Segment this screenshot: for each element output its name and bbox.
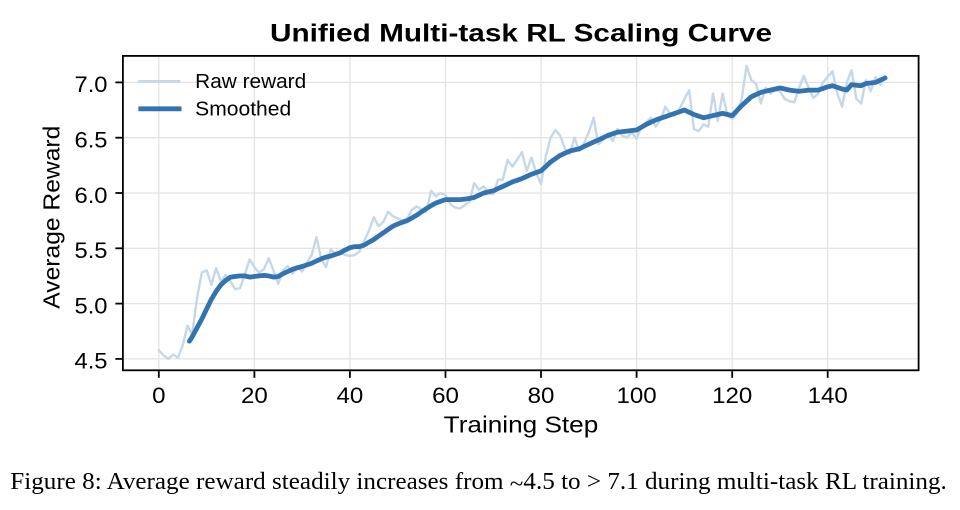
svg-text:Figure 8: Average reward stead: Figure 8: Average reward steadily increa… [10, 468, 947, 498]
svg-text:5.5: 5.5 [75, 238, 108, 263]
svg-text:20: 20 [241, 383, 268, 408]
svg-text:100: 100 [617, 383, 657, 408]
svg-text:6.0: 6.0 [75, 183, 108, 208]
svg-text:40: 40 [337, 383, 364, 408]
svg-text:7.0: 7.0 [75, 72, 108, 97]
svg-text:6.5: 6.5 [75, 128, 108, 153]
svg-text:140: 140 [808, 383, 848, 408]
svg-text:5.0: 5.0 [75, 293, 108, 318]
svg-text:80: 80 [528, 383, 555, 408]
svg-text:4.5: 4.5 [75, 349, 108, 374]
svg-text:Average Reward: Average Reward [39, 126, 65, 309]
svg-text:Training Step: Training Step [444, 412, 599, 438]
svg-text:120: 120 [712, 383, 752, 408]
svg-text:60: 60 [432, 383, 459, 408]
svg-text:Smoothed: Smoothed [195, 98, 291, 120]
svg-text:Unified Multi-task RL Scaling: Unified Multi-task RL Scaling Curve [270, 20, 772, 48]
svg-text:0: 0 [152, 383, 165, 408]
svg-text:Raw reward: Raw reward [195, 71, 306, 93]
